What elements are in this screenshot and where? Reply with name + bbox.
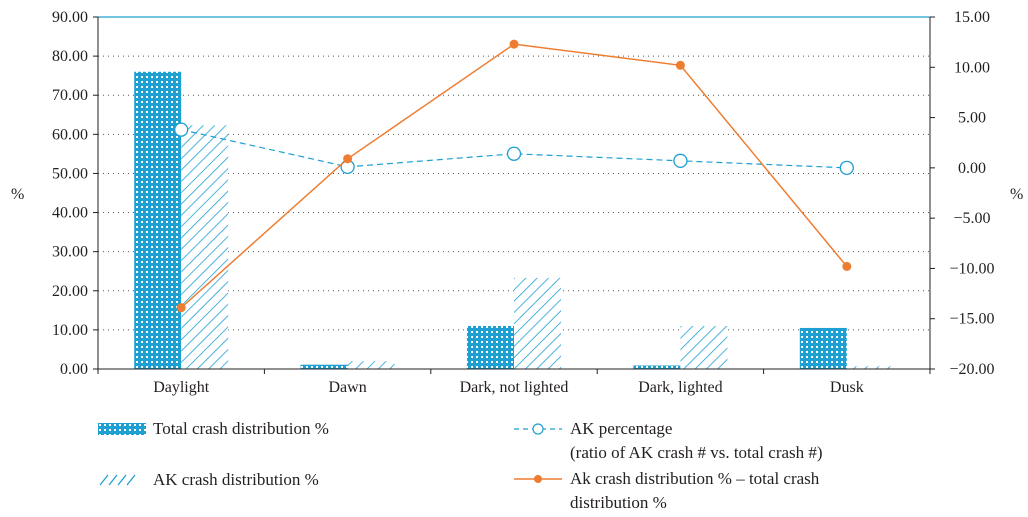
left-tick-label: 20.00 (52, 283, 88, 300)
left-tick-label: 90.00 (52, 9, 88, 26)
bar-ak-3 (680, 325, 728, 369)
bar-total-3 (633, 365, 681, 369)
legend-label-ak-percentage-line2: (ratio of AK crash # vs. total crash #) (570, 443, 823, 462)
legend-label-ak-minus-total: Ak crash distribution % – total crash (570, 469, 820, 488)
legend-swatch-dotted-bar (98, 423, 146, 435)
right-tick-label: −20.00 (949, 361, 994, 378)
bar-total-0 (134, 71, 182, 369)
x-tick-label: Dawn (328, 379, 366, 396)
point-ak-percentage-0 (174, 122, 189, 137)
right-axis-unit: % (1010, 186, 1023, 203)
right-tick-label: −15.00 (949, 311, 994, 328)
bar-total-2 (467, 325, 514, 369)
point-ak-percentage-4 (839, 160, 854, 176)
left-axis-unit: % (11, 186, 24, 203)
right-tick-label: 15.00 (954, 9, 990, 26)
legend-label-ak-percentage: AK percentage (570, 419, 673, 438)
left-tick-label: 60.00 (52, 126, 88, 143)
x-tick-label: Daylight (153, 379, 210, 396)
bar-total-1 (300, 364, 348, 369)
bar-ak-0 (181, 125, 229, 370)
bar-ak-1 (347, 361, 395, 369)
legend-swatch-orange-line (514, 475, 562, 483)
right-tick-label: 0.00 (958, 160, 986, 177)
point-ak-minus-total-3 (675, 60, 685, 70)
line-layer (174, 39, 854, 313)
bar-ak-4 (846, 366, 894, 369)
point-ak-minus-total-1 (343, 154, 353, 164)
left-tick-label: 70.00 (52, 87, 88, 104)
right-tick-label: −10.00 (949, 260, 994, 277)
legend-swatch-hatched-bar (99, 474, 136, 486)
right-tick-label: 10.00 (954, 59, 990, 76)
axes (93, 16, 935, 374)
point-ak-percentage-2 (506, 146, 522, 161)
chart: 0.00 10.00 20.00 30.00 40.00 50.00 60.00 70.00 8… (11, 9, 1023, 396)
point-ak-minus-total-2 (509, 39, 519, 49)
bar-layer (134, 71, 894, 370)
legend-label-ak-minus-total-line2: distribution % (570, 493, 667, 512)
legend-label-ak-crash: AK crash distribution % (153, 470, 319, 489)
right-tick-label: −5.00 (953, 210, 990, 227)
left-tick-label: 40.00 (52, 205, 88, 222)
left-tick-label: 80.00 (52, 48, 88, 65)
right-tick-label: 5.00 (958, 110, 986, 127)
x-tick-label: Dark, not lighted (460, 379, 569, 396)
left-tick-label: 10.00 (52, 322, 88, 339)
legend-swatch-dashed-line (514, 423, 562, 435)
left-tick-label: 0.00 (60, 361, 88, 378)
bar-ak-2 (514, 277, 561, 369)
line-ak-percentage (181, 129, 847, 169)
x-tick-label: Dusk (830, 379, 864, 396)
point-ak-minus-total-0 (176, 303, 186, 313)
point-ak-percentage-3 (673, 153, 688, 168)
left-tick-label: 50.00 (52, 165, 88, 182)
legend-label-total-crash: Total crash distribution % (153, 419, 329, 438)
bar-total-4 (799, 327, 847, 369)
x-tick-label: Dark, lighted (638, 379, 722, 396)
point-ak-minus-total-4 (842, 261, 852, 271)
left-tick-label: 30.00 (52, 244, 88, 261)
tick-labels: 0.00 10.00 20.00 30.00 40.00 50.00 60.00 70.00 8… (52, 9, 995, 396)
line-ak-minus-total (180, 43, 848, 309)
